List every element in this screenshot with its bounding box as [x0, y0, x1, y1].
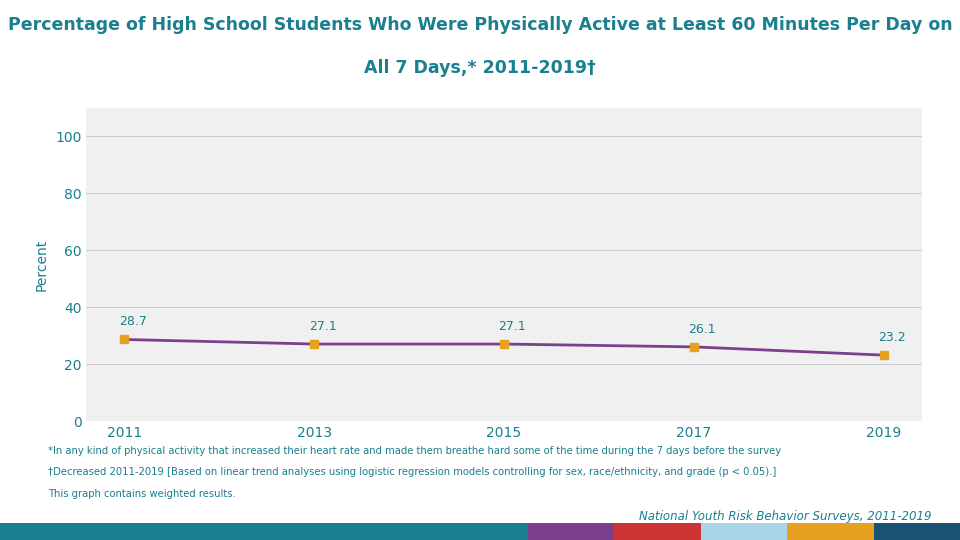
Text: 27.1: 27.1 [308, 320, 336, 333]
Text: 28.7: 28.7 [119, 315, 147, 328]
Text: National Youth Risk Behavior Surveys, 2011-2019: National Youth Risk Behavior Surveys, 20… [638, 510, 931, 523]
Text: 23.2: 23.2 [878, 331, 905, 344]
Text: 26.1: 26.1 [688, 323, 716, 336]
Text: All 7 Days,* 2011-2019†: All 7 Days,* 2011-2019† [364, 59, 596, 77]
Text: This graph contains weighted results.: This graph contains weighted results. [48, 489, 236, 499]
Text: Percentage of High School Students Who Were Physically Active at Least 60 Minute: Percentage of High School Students Who W… [8, 16, 952, 34]
Text: *In any kind of physical activity that increased their heart rate and made them : *In any kind of physical activity that i… [48, 446, 781, 456]
Text: †Decreased 2011-2019 [Based on linear trend analyses using logistic regression m: †Decreased 2011-2019 [Based on linear tr… [48, 467, 777, 477]
Y-axis label: Percent: Percent [35, 239, 48, 291]
Text: 27.1: 27.1 [498, 320, 526, 333]
